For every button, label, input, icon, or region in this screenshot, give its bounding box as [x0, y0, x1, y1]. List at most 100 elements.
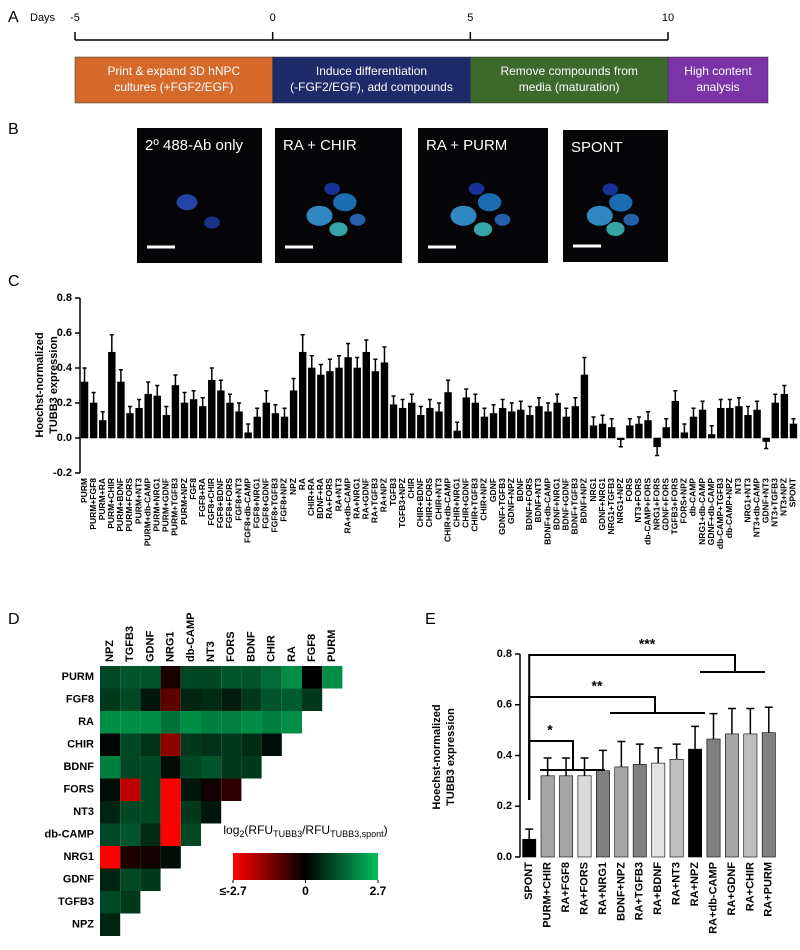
heatmap-cell — [180, 756, 201, 779]
stage-box — [667, 56, 769, 104]
x-tick-label: CHIR+TGFB3 — [470, 478, 480, 532]
cell-signal — [176, 194, 198, 211]
x-tick-label: RA+db-CAMP — [342, 478, 352, 534]
heatmap-cell — [160, 801, 181, 824]
heatmap-cell — [140, 688, 161, 711]
x-tick-label: BDNF+RA — [315, 478, 325, 519]
heatmap-cell — [100, 913, 121, 936]
y-tick-label: 0.2 — [497, 800, 512, 812]
bar — [698, 409, 707, 439]
error-bar — [482, 407, 487, 417]
column-label: CHIR — [266, 635, 278, 662]
bar — [726, 407, 734, 439]
y-tick-label: 0.4 — [497, 749, 513, 761]
heatmap-cell — [201, 711, 222, 734]
x-tick-label: PURM+db-CAMP — [142, 478, 152, 547]
error-bar — [764, 441, 769, 450]
error-bar — [691, 725, 700, 750]
y-tick-label: 0.8 — [57, 292, 72, 304]
y-tick-label: 0.4 — [57, 362, 73, 374]
bar — [617, 437, 625, 441]
cell-signal — [623, 213, 640, 226]
x-tick-label: CHIR+FORS — [424, 478, 434, 528]
colorbar — [233, 853, 378, 880]
micrograph — [137, 128, 262, 263]
error-bar — [264, 390, 269, 403]
error-bar — [91, 391, 96, 403]
heatmap-cell — [180, 666, 201, 689]
x-tick-label: SPONT — [523, 862, 535, 900]
stage-text: (-FGF2/EGF), add compounds — [290, 80, 453, 94]
heatmap-cell — [140, 666, 161, 689]
significance-label: * — [547, 722, 553, 738]
bar — [735, 406, 743, 439]
x-tick-label: GDNF+db-CAMP — [706, 478, 716, 546]
error-bar — [746, 707, 755, 734]
heatmap-cell — [100, 778, 121, 801]
bar — [635, 423, 643, 439]
x-tick-label: RA+CHIR — [744, 862, 756, 911]
error-bar — [536, 397, 542, 407]
y-axis-title: Hoechst-normalized — [34, 332, 46, 437]
cell-signal — [494, 213, 511, 226]
x-tick-label: FGF8+BDNF — [215, 478, 225, 528]
row-label: NRG1 — [63, 851, 94, 863]
x-tick-label: CHIR+BDNF — [415, 478, 425, 527]
colorbar-tick-label: 2.7 — [370, 884, 387, 898]
heatmap-cell — [120, 801, 141, 824]
heatmap-cell — [281, 711, 302, 734]
heatmap-cell — [100, 733, 121, 756]
error-bar — [473, 393, 478, 403]
x-tick-label: PURM+GDNF — [161, 478, 171, 532]
error-bar — [518, 400, 523, 410]
error-bar — [764, 706, 773, 733]
heatmap-cell — [302, 666, 323, 689]
bar — [535, 406, 543, 439]
bar — [589, 425, 598, 439]
cell-signal — [468, 182, 485, 195]
heatmap-cell — [140, 756, 161, 779]
error-bar — [691, 407, 696, 417]
x-tick-label: CHIR+NT3 — [433, 478, 443, 520]
error-bar — [400, 398, 405, 409]
x-tick-label: PURM+TGFB3 — [170, 478, 180, 536]
heatmap-cell — [160, 733, 181, 756]
error-bar — [527, 405, 532, 416]
error-bar — [755, 400, 760, 410]
row-label: TGFB3 — [58, 896, 94, 908]
row-label: PURM — [62, 671, 94, 683]
bar — [171, 385, 180, 439]
bar — [126, 413, 134, 439]
bar — [580, 374, 589, 439]
heatmap-cell — [180, 778, 201, 801]
bar — [644, 420, 652, 439]
column-label: GDNF — [144, 631, 156, 662]
error-bar — [654, 747, 663, 764]
x-tick-label: NRG1+db-CAMP — [697, 478, 707, 545]
x-tick-label: BDNF+NPZ — [579, 478, 589, 524]
heatmap-cell — [100, 846, 121, 869]
bar — [559, 775, 574, 858]
x-tick-label: GDNF+FORS — [660, 478, 670, 531]
x-tick-label: CHIR — [406, 478, 416, 499]
bar — [761, 732, 776, 858]
y-tick-label: 0.0 — [497, 851, 512, 863]
bar — [389, 404, 398, 439]
error-bar — [609, 418, 614, 428]
x-tick-label: RA+TGFB3 — [370, 478, 380, 523]
error-bar — [773, 393, 778, 403]
colorbar-label: log2(RFUTUBB3/RFUTUBB3,spont) — [223, 823, 387, 839]
error-bar — [709, 425, 714, 435]
heatmap-cell — [120, 711, 141, 734]
row-label: BDNF — [63, 761, 94, 773]
error-bar — [282, 407, 287, 417]
row-label: NPZ — [72, 919, 94, 931]
heatmap-cell — [100, 823, 121, 846]
heatmap-cell — [221, 733, 242, 756]
x-tick-label: TGFB3 — [388, 478, 398, 506]
heatmap-cell — [241, 733, 262, 756]
bar — [108, 351, 116, 439]
y-tick-label: -0.2 — [53, 467, 72, 479]
x-tick-label: NRG1+NT3 — [742, 478, 752, 523]
x-tick-label: PURM+BDNF — [115, 478, 125, 532]
